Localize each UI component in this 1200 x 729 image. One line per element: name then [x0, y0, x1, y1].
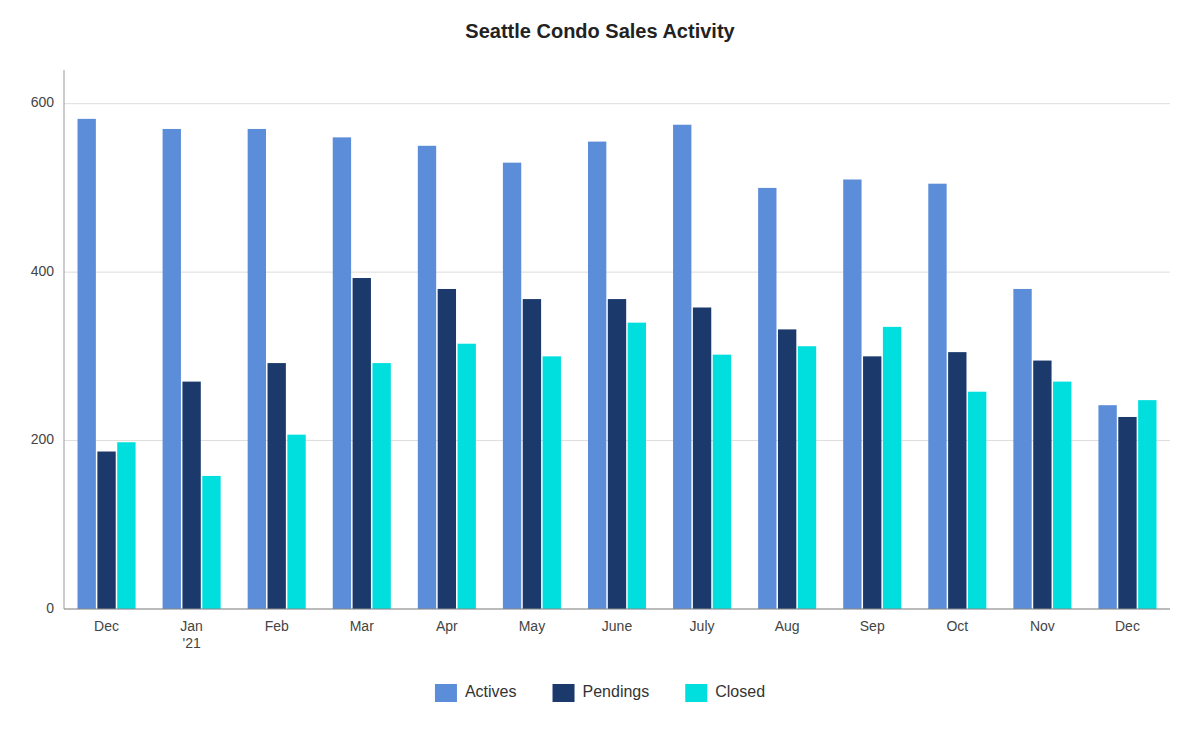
bar [778, 329, 796, 609]
bar [97, 452, 115, 609]
bar [883, 327, 901, 609]
bar [353, 278, 371, 609]
legend-label: Pendings [583, 683, 650, 700]
grid-line [64, 103, 1170, 104]
legend-item: Closed [685, 683, 765, 702]
x-axis-line [64, 609, 1170, 610]
x-tick-label-line: Nov [1030, 618, 1055, 634]
legend-item: Pendings [553, 683, 650, 702]
x-tick-label: Oct [946, 618, 968, 634]
bar [1098, 405, 1116, 609]
bar [182, 382, 200, 609]
x-tick-label-line: Dec [1115, 618, 1140, 634]
x-tick-label: Sep [860, 618, 885, 634]
bar [608, 299, 626, 609]
legend: Actives Pendings Closed [435, 683, 765, 702]
x-tick-label: Apr [436, 618, 458, 634]
bar [758, 188, 776, 609]
y-tick-label: 400 [31, 263, 55, 279]
bar [588, 142, 606, 609]
x-tick-label-line: Feb [265, 618, 289, 634]
bar [628, 323, 646, 609]
bar [1053, 382, 1071, 609]
bar [798, 346, 816, 609]
series-2 [117, 323, 1156, 609]
x-tick-label-line: '21 [182, 635, 200, 651]
bar [968, 392, 986, 609]
series-1 [97, 278, 1136, 609]
bar [202, 476, 220, 609]
x-tick-label: Aug [775, 618, 800, 634]
bar [713, 355, 731, 609]
x-tick-label-line: Oct [946, 618, 968, 634]
bar [78, 119, 96, 609]
bar [843, 179, 861, 609]
legend-swatch [685, 684, 707, 702]
series-0 [78, 119, 1117, 609]
x-tick-label-line: Sep [860, 618, 885, 634]
bar [117, 442, 135, 609]
x-tick-label-line: Apr [436, 618, 458, 634]
x-tick-label: June [602, 618, 633, 634]
bar [418, 146, 436, 609]
bar [928, 184, 946, 609]
x-tick-label-line: Jan [180, 618, 203, 634]
x-tick-label: Dec [1115, 618, 1140, 634]
bar [1138, 400, 1156, 609]
grid-line [64, 272, 1170, 273]
y-axis-line [64, 70, 65, 609]
bar [543, 356, 561, 609]
y-tick-label: 600 [31, 94, 55, 110]
x-tick-label-line: June [602, 618, 633, 634]
chart-container: Seattle Condo Sales Activity 0 200 400 600 De… [0, 0, 1200, 729]
bar [438, 289, 456, 609]
x-tick-label: Nov [1030, 618, 1055, 634]
bar [268, 363, 286, 609]
x-tick-label: Jan'21 [180, 618, 203, 651]
title: Seattle Condo Sales Activity [465, 20, 735, 42]
bars [78, 119, 1157, 609]
x-tick-label: Feb [265, 618, 289, 634]
x-tick-label: July [690, 618, 715, 634]
x-tick-label-line: May [519, 618, 545, 634]
x-tick-label-line: Mar [350, 618, 374, 634]
bar [503, 163, 521, 609]
bar [948, 352, 966, 609]
bar [372, 363, 390, 609]
y-tick-label: 200 [31, 431, 55, 447]
legend-label: Actives [465, 683, 517, 700]
legend-item: Actives [435, 683, 517, 702]
x-tick-label: Mar [350, 618, 374, 634]
bar [673, 125, 691, 609]
grid [64, 104, 1170, 609]
x-tick-label: May [519, 618, 545, 634]
grid-line [64, 609, 1170, 610]
bar [1033, 361, 1051, 609]
legend-label: Closed [715, 683, 765, 700]
bar [163, 129, 181, 609]
y-tick-label: 0 [46, 600, 54, 616]
bar [333, 137, 351, 609]
bar [248, 129, 266, 609]
bar [523, 299, 541, 609]
x-tick-label-line: Aug [775, 618, 800, 634]
bar [1013, 289, 1031, 609]
x-tick-label: Dec [94, 618, 119, 634]
bar [693, 307, 711, 609]
bar [458, 344, 476, 609]
x-tick-label-line: July [690, 618, 715, 634]
bar [1118, 417, 1136, 609]
legend-swatch [435, 684, 457, 702]
bar [287, 435, 305, 609]
chart-svg: Seattle Condo Sales Activity 0 200 400 600 De… [0, 0, 1200, 729]
x-tick-label-line: Dec [94, 618, 119, 634]
bar [863, 356, 881, 609]
legend-swatch [553, 684, 575, 702]
